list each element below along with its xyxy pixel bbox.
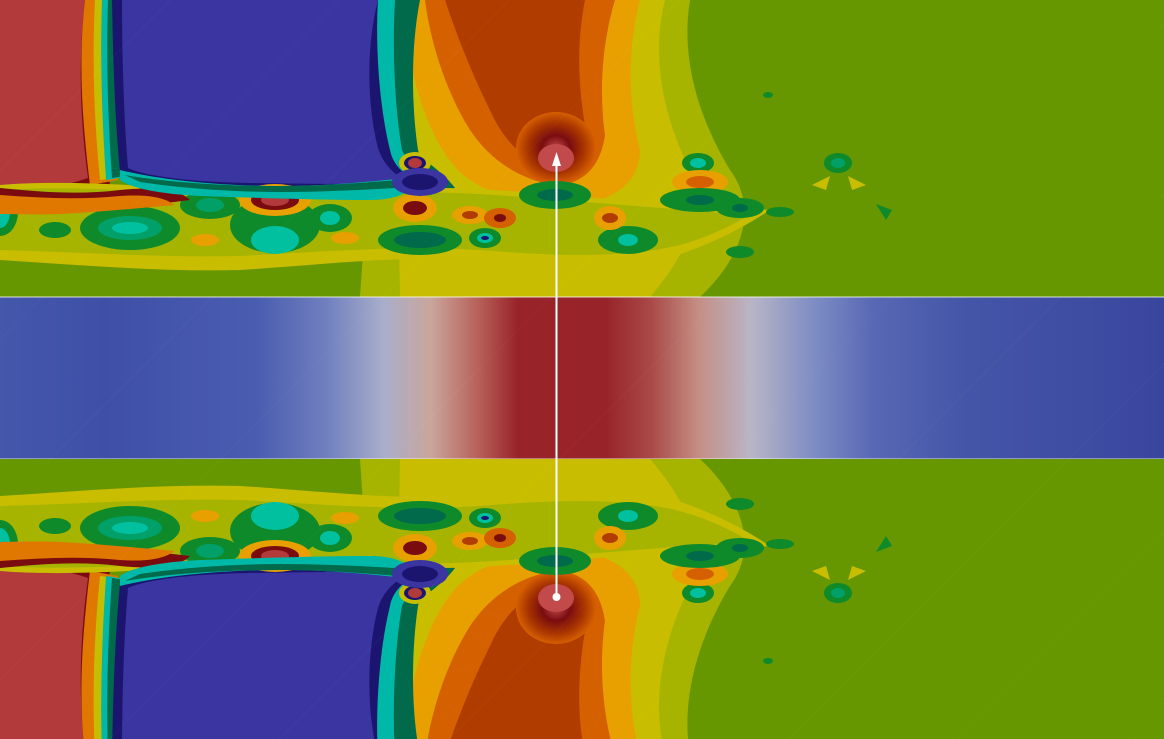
probe-line[interactable] xyxy=(552,152,561,601)
middle-band-panel xyxy=(0,296,1164,460)
lower-field-panel xyxy=(0,459,1164,739)
upper-field-panel xyxy=(0,0,1164,297)
dot-icon xyxy=(552,593,561,601)
arrow-up-icon xyxy=(552,152,561,166)
